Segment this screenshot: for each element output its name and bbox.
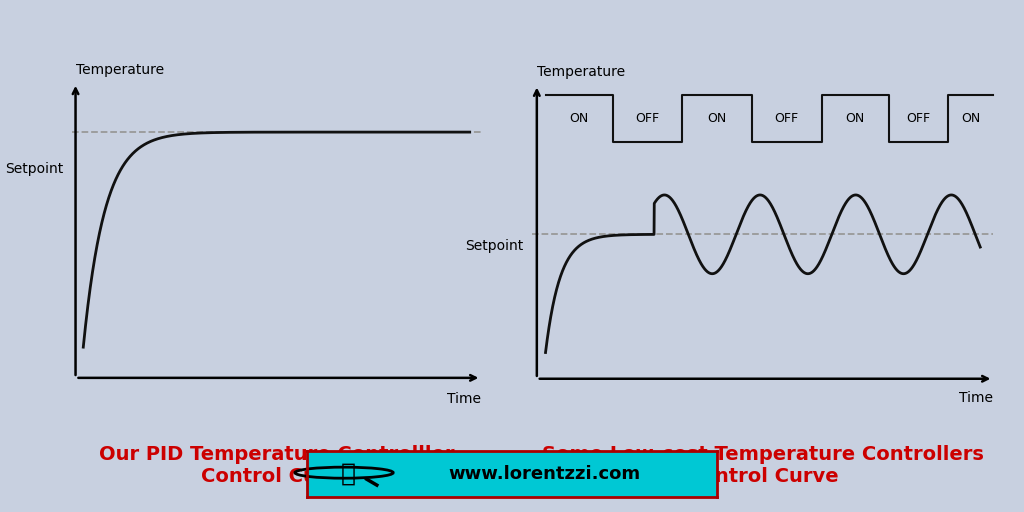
Text: OFF: OFF xyxy=(636,112,659,125)
Text: ON: ON xyxy=(961,112,980,125)
Text: OFF: OFF xyxy=(775,112,799,125)
Text: ON: ON xyxy=(569,112,589,125)
Text: Time: Time xyxy=(959,391,993,404)
Text: ON: ON xyxy=(708,112,727,125)
Text: Setpoint: Setpoint xyxy=(5,162,63,176)
Text: OFF: OFF xyxy=(906,112,931,125)
Text: www.lorentzzi.com: www.lorentzzi.com xyxy=(449,464,641,483)
Text: ON: ON xyxy=(846,112,865,125)
Text: Setpoint: Setpoint xyxy=(465,239,523,253)
Text: Time: Time xyxy=(447,392,481,406)
Text: Temperature: Temperature xyxy=(76,63,164,77)
Text: Our PID Temperature Controlller
Control Curve: Our PID Temperature Controlller Control … xyxy=(98,445,455,486)
Text: Some Low-cost Temperature Controllers
Control Curve: Some Low-cost Temperature Controllers Co… xyxy=(542,445,984,486)
Text: Temperature: Temperature xyxy=(537,66,625,79)
Text: ⌕: ⌕ xyxy=(341,462,355,485)
